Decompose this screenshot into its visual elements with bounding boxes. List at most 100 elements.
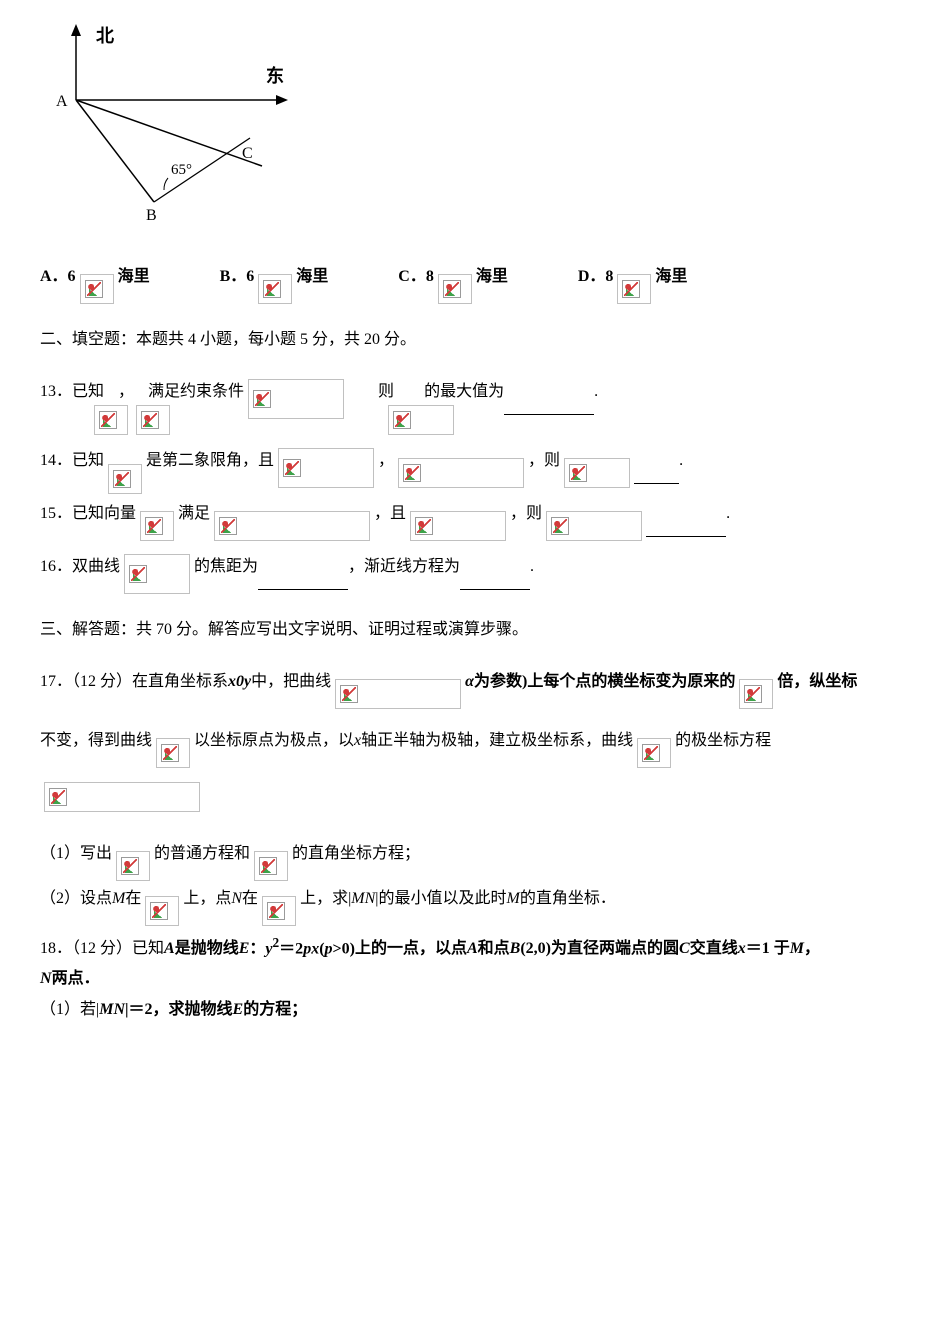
q18-x: x	[738, 934, 746, 964]
q18-N: N	[40, 964, 52, 994]
option-a-suffix: 海里	[118, 255, 150, 300]
q18-l1g: 交直线	[690, 934, 738, 964]
mc-options: A．6 海里 B．6 海里 C．8 海里 D．8 海里	[40, 255, 950, 300]
blank	[646, 520, 726, 537]
section-2-heading: 二、填空题：本题共 4 小题，每小题 5 分，共 20 分。	[40, 318, 950, 363]
q17-sub2f: |的最小值以及此时	[375, 877, 506, 922]
q18-A2: A	[467, 934, 478, 964]
section-3-heading: 三、解答题：共 70 分。解答应写出文字说明、证明过程或演算步骤。	[40, 608, 950, 653]
q17-sub2e: 上，求|	[300, 877, 351, 922]
broken-image-icon	[398, 458, 524, 488]
q17-sub2c: 上，点	[183, 877, 231, 922]
broken-image-icon	[278, 448, 374, 488]
broken-image-icon	[564, 458, 630, 488]
q17-x0y: x0y	[228, 660, 251, 705]
q18-E: E	[239, 934, 250, 964]
q14-p2: 是第二象限角，且	[146, 439, 274, 484]
q17-alpha: α	[465, 660, 474, 705]
q14-p3b: ，则	[528, 439, 560, 484]
q18-l1i: ，	[804, 934, 820, 964]
q17-sub2-mn: MN	[351, 877, 375, 922]
q17-l1c: 倍，纵坐标	[777, 660, 857, 705]
q18-sub1-mn: MN	[99, 995, 125, 1025]
q17-sub1b: 的普通方程和	[154, 832, 250, 877]
point-c: C	[242, 145, 253, 162]
north-label: 北	[96, 26, 114, 46]
q18-B: B	[510, 934, 521, 964]
q18-C: C	[679, 934, 690, 964]
q17-sub2a: （2）设点	[40, 877, 112, 922]
broken-image-icon	[438, 274, 472, 304]
option-c-prefix: C．8	[398, 255, 434, 300]
option-a: A．6 海里	[40, 255, 150, 300]
q17-sub2g: 的直角坐标．	[520, 877, 616, 922]
blank	[258, 573, 348, 590]
diagram-svg: 北 东 A B C 65°	[36, 20, 296, 230]
q17-sub2-m: M	[112, 877, 125, 922]
q18-M: M	[790, 934, 804, 964]
broken-image-icon	[335, 679, 461, 709]
broken-image-icon	[546, 511, 642, 541]
q18-sub1b: |＝2，求抛物线	[125, 995, 233, 1025]
q18-line1: 18．（12 分）已知 A 是抛物线 E ： y2＝2px(p>0) 上的一点，…	[40, 930, 950, 965]
q18-l1e: 和点	[478, 934, 510, 964]
q17-l2d: 的极坐标方程	[675, 719, 771, 764]
q17-sub2: （2）设点 M 在 上，点 N 在 上，求| MN |的最小值以及此时 M 的直…	[40, 877, 950, 922]
q17-sub1a: （1）写出	[40, 832, 112, 877]
option-b: B．6 海里	[220, 255, 329, 300]
q18-l1f: (2,0)为直径两端点的圆	[520, 934, 679, 964]
q18-l1d: 上的一点，以点	[355, 934, 467, 964]
broken-image-icon	[214, 511, 370, 541]
q18-l1h: ＝1 于	[746, 934, 790, 964]
q16-p4: .	[530, 545, 534, 590]
q17-sub2b: 在	[125, 877, 141, 922]
q17-sub1c: 的直角坐标方程；	[292, 832, 420, 877]
q17-l2a: 不变，得到曲线	[40, 719, 152, 764]
broken-image-icon	[410, 511, 506, 541]
q18-l1b: 是抛物线	[175, 934, 239, 964]
option-c-suffix: 海里	[476, 255, 508, 300]
east-label: 东	[266, 65, 284, 86]
q17-l2c: 轴正半轴为极轴，建立极坐标系，曲线	[361, 719, 633, 764]
q17-l1a: 17．（12 分）在直角坐标系	[40, 660, 228, 705]
broken-image-icon	[262, 896, 296, 926]
option-d-prefix: D．8	[578, 255, 614, 300]
broken-image-icon	[739, 679, 773, 709]
q17-l1b-pre: 中，把曲线	[251, 660, 331, 705]
broken-image-icon	[136, 405, 170, 435]
q18-sub1-E: E	[233, 995, 244, 1025]
q14-p5: .	[679, 439, 683, 484]
broken-image-icon	[124, 554, 190, 594]
q16-p1: 16．双曲线	[40, 545, 120, 590]
compass-diagram: 北 东 A B C 65°	[36, 20, 950, 249]
broken-image-icon	[617, 274, 651, 304]
option-d-suffix: 海里	[655, 255, 687, 300]
q17-sub1: （1）写出 的普通方程和 的直角坐标方程；	[40, 832, 950, 877]
q15-p1: 15．已知向量	[40, 492, 136, 537]
broken-image-icon	[258, 274, 292, 304]
q16-p3: ，渐近线方程为	[348, 545, 460, 590]
broken-image-icon	[156, 738, 190, 768]
broken-image-icon	[44, 782, 200, 812]
q17-l1b-post: 为参数)上每个点的横坐标变为原来的	[474, 660, 735, 705]
q16: 16．双曲线 的焦距为 ，渐近线方程为 .	[40, 545, 950, 590]
q14: 14．已知 是第二象限角，且 ， ，则 .	[40, 439, 950, 484]
q15-p2: 满足	[178, 492, 210, 537]
broken-image-icon	[388, 405, 454, 435]
broken-image-icon	[248, 379, 344, 419]
q17-sub2-n: N	[231, 877, 242, 922]
q17-sub2-m2: M	[507, 877, 520, 922]
option-b-suffix: 海里	[296, 255, 328, 300]
q17-x: x	[354, 719, 361, 764]
point-b: B	[146, 207, 157, 224]
broken-image-icon	[80, 274, 114, 304]
q13-p6: .	[594, 370, 598, 415]
point-a: A	[56, 93, 68, 110]
q15-p5: .	[726, 492, 730, 537]
q18-sub1c: 的方程；	[243, 995, 307, 1025]
q17-line3	[40, 782, 950, 808]
blank	[634, 467, 679, 484]
angle-label: 65°	[171, 162, 192, 178]
q18-l2a: 两点．	[52, 964, 100, 994]
q18-line2: N 两点．	[40, 964, 950, 994]
